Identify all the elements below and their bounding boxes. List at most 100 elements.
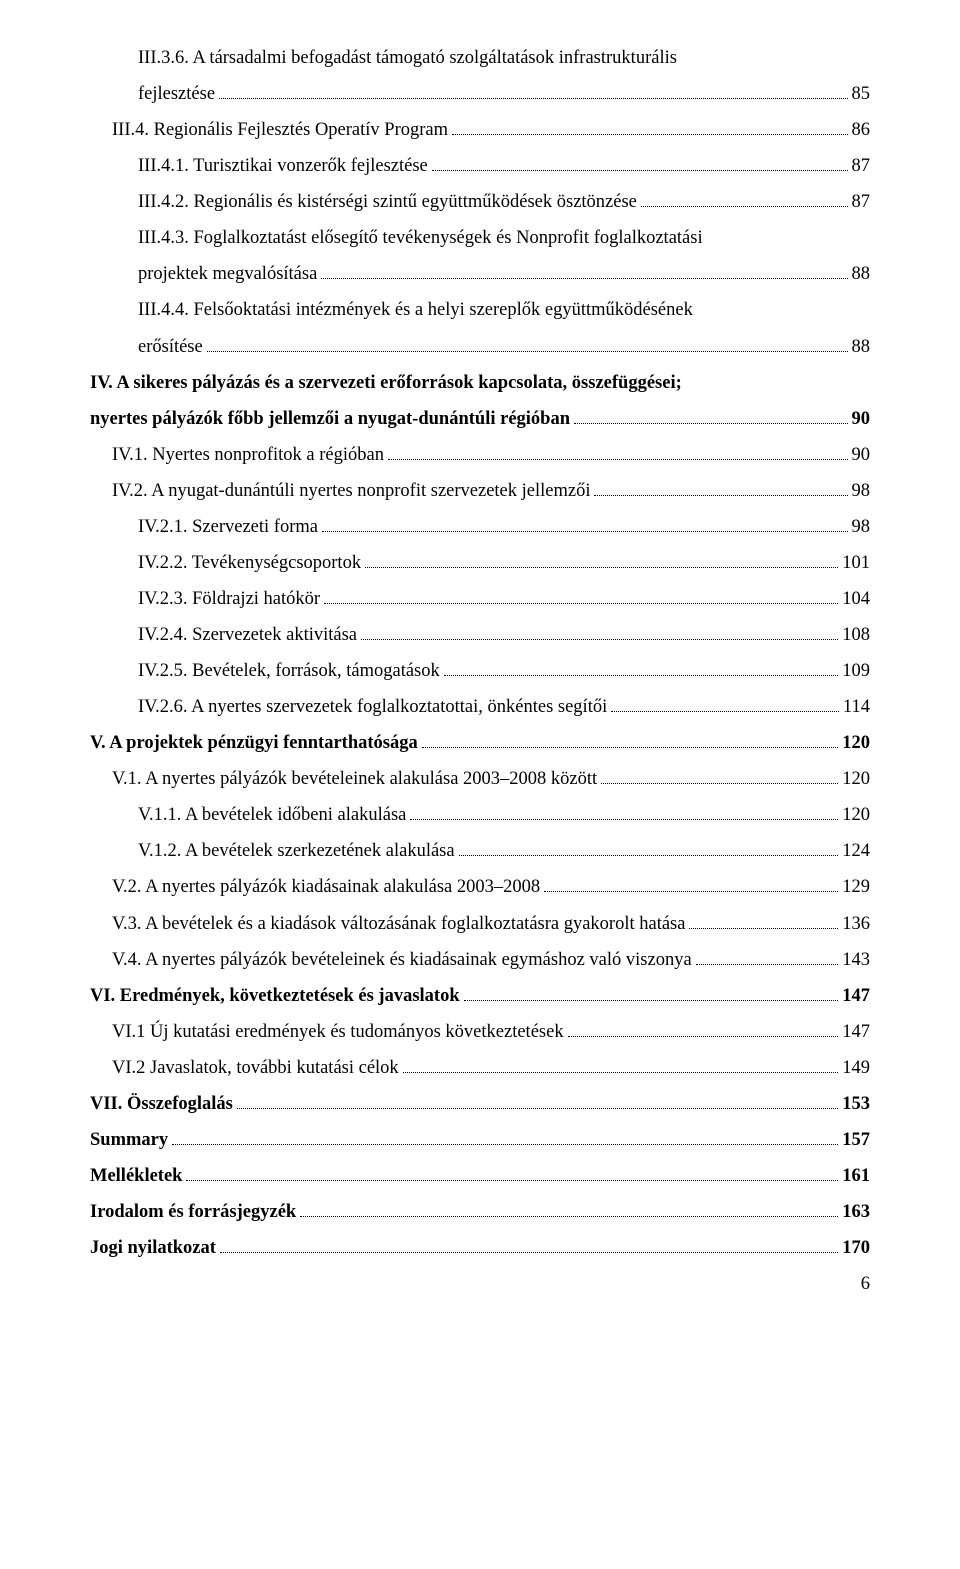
toc-leader-dots	[601, 767, 838, 785]
toc-leader-dots	[300, 1199, 838, 1217]
toc-entry-label: fejlesztése	[138, 76, 215, 112]
toc-entry-page: 114	[843, 689, 870, 725]
toc-entry: projektek megvalósítása 88	[90, 256, 870, 292]
toc-entry: V.1. A nyertes pályázók bevételeinek ala…	[90, 761, 870, 797]
toc-entry-label: erősítése	[138, 329, 203, 365]
toc-entry-page: 153	[842, 1086, 870, 1122]
toc-entry-label: IV. A sikeres pályázás és a szervezeti e…	[90, 373, 682, 393]
toc-entry-label: III.4.3. Foglalkoztatást elősegítő tevék…	[138, 228, 703, 248]
toc-entry-page: 120	[842, 725, 870, 761]
toc-entry-label: V.3. A bevételek és a kiadások változásá…	[112, 906, 685, 942]
toc-leader-dots	[410, 803, 838, 821]
toc-leader-dots	[207, 334, 848, 352]
toc-entry-label: III.4.4. Felsőoktatási intézmények és a …	[138, 300, 693, 320]
toc-entry: III.4. Regionális Fejlesztés Operatív Pr…	[90, 112, 870, 148]
toc-leader-dots	[324, 586, 838, 604]
toc-entry-label: IV.2.1. Szervezeti forma	[138, 509, 318, 545]
toc-entry: VI. Eredmények, következtetések és javas…	[90, 978, 870, 1014]
toc-leader-dots	[403, 1055, 839, 1073]
toc-entry-label: VI.2 Javaslatok, további kutatási célok	[112, 1050, 399, 1086]
toc-entry-page: 86	[852, 112, 871, 148]
toc-entry-label: V.1.1. A bevételek időbeni alakulása	[138, 797, 406, 833]
toc-entry-label: IV.2.2. Tevékenységcsoportok	[138, 545, 361, 581]
toc-entry-label: V.1.2. A bevételek szerkezetének alakulá…	[138, 833, 455, 869]
page-number: 6	[90, 1274, 870, 1295]
toc-leader-dots	[444, 658, 839, 676]
toc-leader-dots	[459, 839, 839, 857]
toc-leader-dots	[696, 947, 839, 965]
toc-entry-label: IV.2.5. Bevételek, források, támogatások	[138, 653, 440, 689]
toc-leader-dots	[321, 262, 847, 280]
toc-entry-label: III.4.1. Turisztikai vonzerők fejlesztés…	[138, 148, 428, 184]
document-page: III.3.6. A társadalmi befogadást támogat…	[0, 0, 960, 1335]
toc-entry-page: 104	[842, 581, 870, 617]
toc-entry-label: IV.1. Nyertes nonprofitok a régióban	[112, 437, 384, 473]
toc-entry-label: Mellékletek	[90, 1158, 182, 1194]
toc-entry-label: IV.2.6. A nyertes szervezetek foglalkozt…	[138, 689, 607, 725]
toc-entry: V.2. A nyertes pályázók kiadásainak alak…	[90, 869, 870, 905]
toc-entry-label: III.4. Regionális Fejlesztés Operatív Pr…	[112, 112, 448, 148]
toc-entry: Jogi nyilatkozat 170	[90, 1230, 870, 1266]
toc-entry: III.4.1. Turisztikai vonzerők fejlesztés…	[90, 148, 870, 184]
toc-entry-label: III.3.6. A társadalmi befogadást támogat…	[138, 48, 677, 68]
toc-entry: IV.2. A nyugat-dunántúli nyertes nonprof…	[90, 473, 870, 509]
toc-entry-page: 163	[842, 1194, 870, 1230]
toc-entry-label: projektek megvalósítása	[138, 256, 317, 292]
toc-leader-dots	[594, 478, 847, 496]
toc-entry: Mellékletek 161	[90, 1158, 870, 1194]
toc-leader-dots	[568, 1019, 839, 1037]
toc-entry-page: 161	[842, 1158, 870, 1194]
toc-entry-page: 90	[852, 401, 871, 437]
toc-entry-page: 87	[852, 148, 871, 184]
toc-leader-dots	[365, 550, 838, 568]
toc-leader-dots	[388, 442, 848, 460]
toc-entry-label: Irodalom és forrásjegyzék	[90, 1194, 296, 1230]
toc-entry-page: 85	[852, 76, 871, 112]
toc-entry-label: Jogi nyilatkozat	[90, 1230, 216, 1266]
toc-entry-page: 120	[842, 797, 870, 833]
toc-entry: Irodalom és forrásjegyzék 163	[90, 1194, 870, 1230]
toc-leader-dots	[689, 911, 838, 929]
toc-entry-page: 120	[842, 761, 870, 797]
toc-entry-label: IV.2. A nyugat-dunántúli nyertes nonprof…	[112, 473, 590, 509]
toc-entry-page: 147	[842, 978, 870, 1014]
toc-entry-page: 136	[842, 906, 870, 942]
toc-entry-page: 98	[852, 509, 871, 545]
toc-entry: III.4.2. Regionális és kistérségi szintű…	[90, 184, 870, 220]
toc-entry-wrap: IV. A sikeres pályázás és a szervezeti e…	[90, 365, 870, 401]
toc-entry: VI.1 Új kutatási eredmények és tudományo…	[90, 1014, 870, 1050]
toc-entry-label: VII. Összefoglalás	[90, 1086, 233, 1122]
toc-leader-dots	[219, 81, 847, 99]
toc-leader-dots	[237, 1091, 838, 1109]
toc-entry-page: 98	[852, 473, 871, 509]
toc-entry-page: 90	[852, 437, 871, 473]
toc-entry: Summary 157	[90, 1122, 870, 1158]
toc-entry-page: 109	[842, 653, 870, 689]
toc-entry-page: 101	[842, 545, 870, 581]
toc-leader-dots	[220, 1235, 838, 1253]
table-of-contents: III.3.6. A társadalmi befogadást támogat…	[90, 40, 870, 1266]
toc-entry-page: 157	[842, 1122, 870, 1158]
toc-leader-dots	[611, 694, 839, 712]
toc-entry: V.1.1. A bevételek időbeni alakulása 120	[90, 797, 870, 833]
toc-entry: VII. Összefoglalás 153	[90, 1086, 870, 1122]
toc-entry: IV.2.6. A nyertes szervezetek foglalkozt…	[90, 689, 870, 725]
toc-entry-wrap: III.4.3. Foglalkoztatást elősegítő tevék…	[90, 220, 870, 256]
toc-entry-label: III.4.2. Regionális és kistérségi szintű…	[138, 184, 637, 220]
toc-entry: IV.1. Nyertes nonprofitok a régióban 90	[90, 437, 870, 473]
toc-entry-page: 170	[842, 1230, 870, 1266]
toc-entry-page: 88	[852, 256, 871, 292]
toc-entry-label: Summary	[90, 1122, 168, 1158]
toc-leader-dots	[322, 514, 848, 532]
toc-entry: V.4. A nyertes pályázók bevételeinek és …	[90, 942, 870, 978]
toc-entry-page: 124	[842, 833, 870, 869]
toc-entry-label: IV.2.3. Földrajzi hatókör	[138, 581, 320, 617]
toc-entry-label: IV.2.4. Szervezetek aktivitása	[138, 617, 357, 653]
toc-entry: nyertes pályázók főbb jellemzői a nyugat…	[90, 401, 870, 437]
toc-entry-label: V.2. A nyertes pályázók kiadásainak alak…	[112, 869, 540, 905]
toc-entry-page: 88	[852, 329, 871, 365]
toc-entry-label: V.4. A nyertes pályázók bevételeinek és …	[112, 942, 692, 978]
toc-entry-page: 147	[842, 1014, 870, 1050]
toc-entry-wrap: III.3.6. A társadalmi befogadást támogat…	[90, 40, 870, 76]
toc-entry: erősítése 88	[90, 329, 870, 365]
